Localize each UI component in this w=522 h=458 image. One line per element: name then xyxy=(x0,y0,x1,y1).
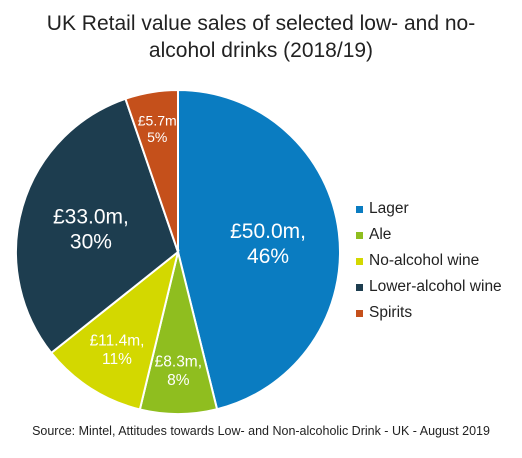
legend-label-lager: Lager xyxy=(369,200,409,217)
legend-item-spirits: Spirits xyxy=(356,300,502,326)
legend-label-lower-alcohol-wine: Lower-alcohol wine xyxy=(369,278,502,295)
data-label-pct-spirits: 5% xyxy=(147,129,167,145)
legend-item-lager: Lager xyxy=(356,196,502,222)
data-label-lager: £50.0m, 46% xyxy=(230,220,306,268)
legend-swatch-spirits xyxy=(356,309,363,317)
pie-slice-lower-alcohol-wine xyxy=(15,97,180,355)
legend-item-lower-alcohol-wine: Lower-alcohol wine xyxy=(356,274,502,300)
legend-item-ale: Ale xyxy=(356,222,502,248)
chart-title-line-2: alcohol drinks (2018/19) xyxy=(148,39,374,62)
data-label-value-spirits: £5.7m xyxy=(138,112,177,128)
pie-slice-no-alcohol-wine xyxy=(49,249,180,411)
data-label-pct-no-alcohol-wine: 11% xyxy=(102,351,132,368)
data-label-spirits: £5.7m 5% xyxy=(138,112,177,145)
legend-label-no-alcohol-wine: No-alcohol wine xyxy=(369,252,480,269)
legend-swatch-lager xyxy=(356,205,363,213)
legend-label-spirits: Spirits xyxy=(369,304,413,321)
pie-slice-spirits xyxy=(124,88,179,253)
legend-swatch-ale xyxy=(356,231,363,239)
data-label-value-ale: £8.3m, xyxy=(155,353,202,370)
data-label-lower-alcohol-wine: £33.0m, 30% xyxy=(53,205,129,253)
data-label-value-lager: £50.0m, xyxy=(230,220,306,243)
data-label-pct-lager: 46% xyxy=(247,245,289,268)
data-label-pct-ale: 8% xyxy=(167,372,190,389)
data-label-value-no-alcohol-wine: £11.4m, xyxy=(90,332,145,349)
data-label-ale: £8.3m, 8% xyxy=(155,353,202,389)
chart-title-line-1: UK Retail value sales of selected low- a… xyxy=(46,12,476,35)
chart-title: UK Retail value sales of selected low- a… xyxy=(0,10,522,64)
legend-swatch-lower-alcohol-wine xyxy=(356,283,363,291)
legend-item-no-alcohol-wine: No-alcohol wine xyxy=(356,248,502,274)
data-label-no-alcohol-wine: £11.4m, 11% xyxy=(90,332,145,368)
legend-swatch-no-alcohol-wine xyxy=(356,257,363,265)
data-label-value-lower-alcohol-wine: £33.0m, xyxy=(53,205,129,228)
data-label-pct-lower-alcohol-wine: 30% xyxy=(70,231,112,254)
legend: Lager Ale No-alcohol wine Lower-alcohol … xyxy=(356,196,502,326)
legend-label-ale: Ale xyxy=(369,226,392,243)
pie-slice-lager xyxy=(177,88,341,411)
source-note: Source: Mintel, Attitudes towards Low- a… xyxy=(32,424,490,438)
